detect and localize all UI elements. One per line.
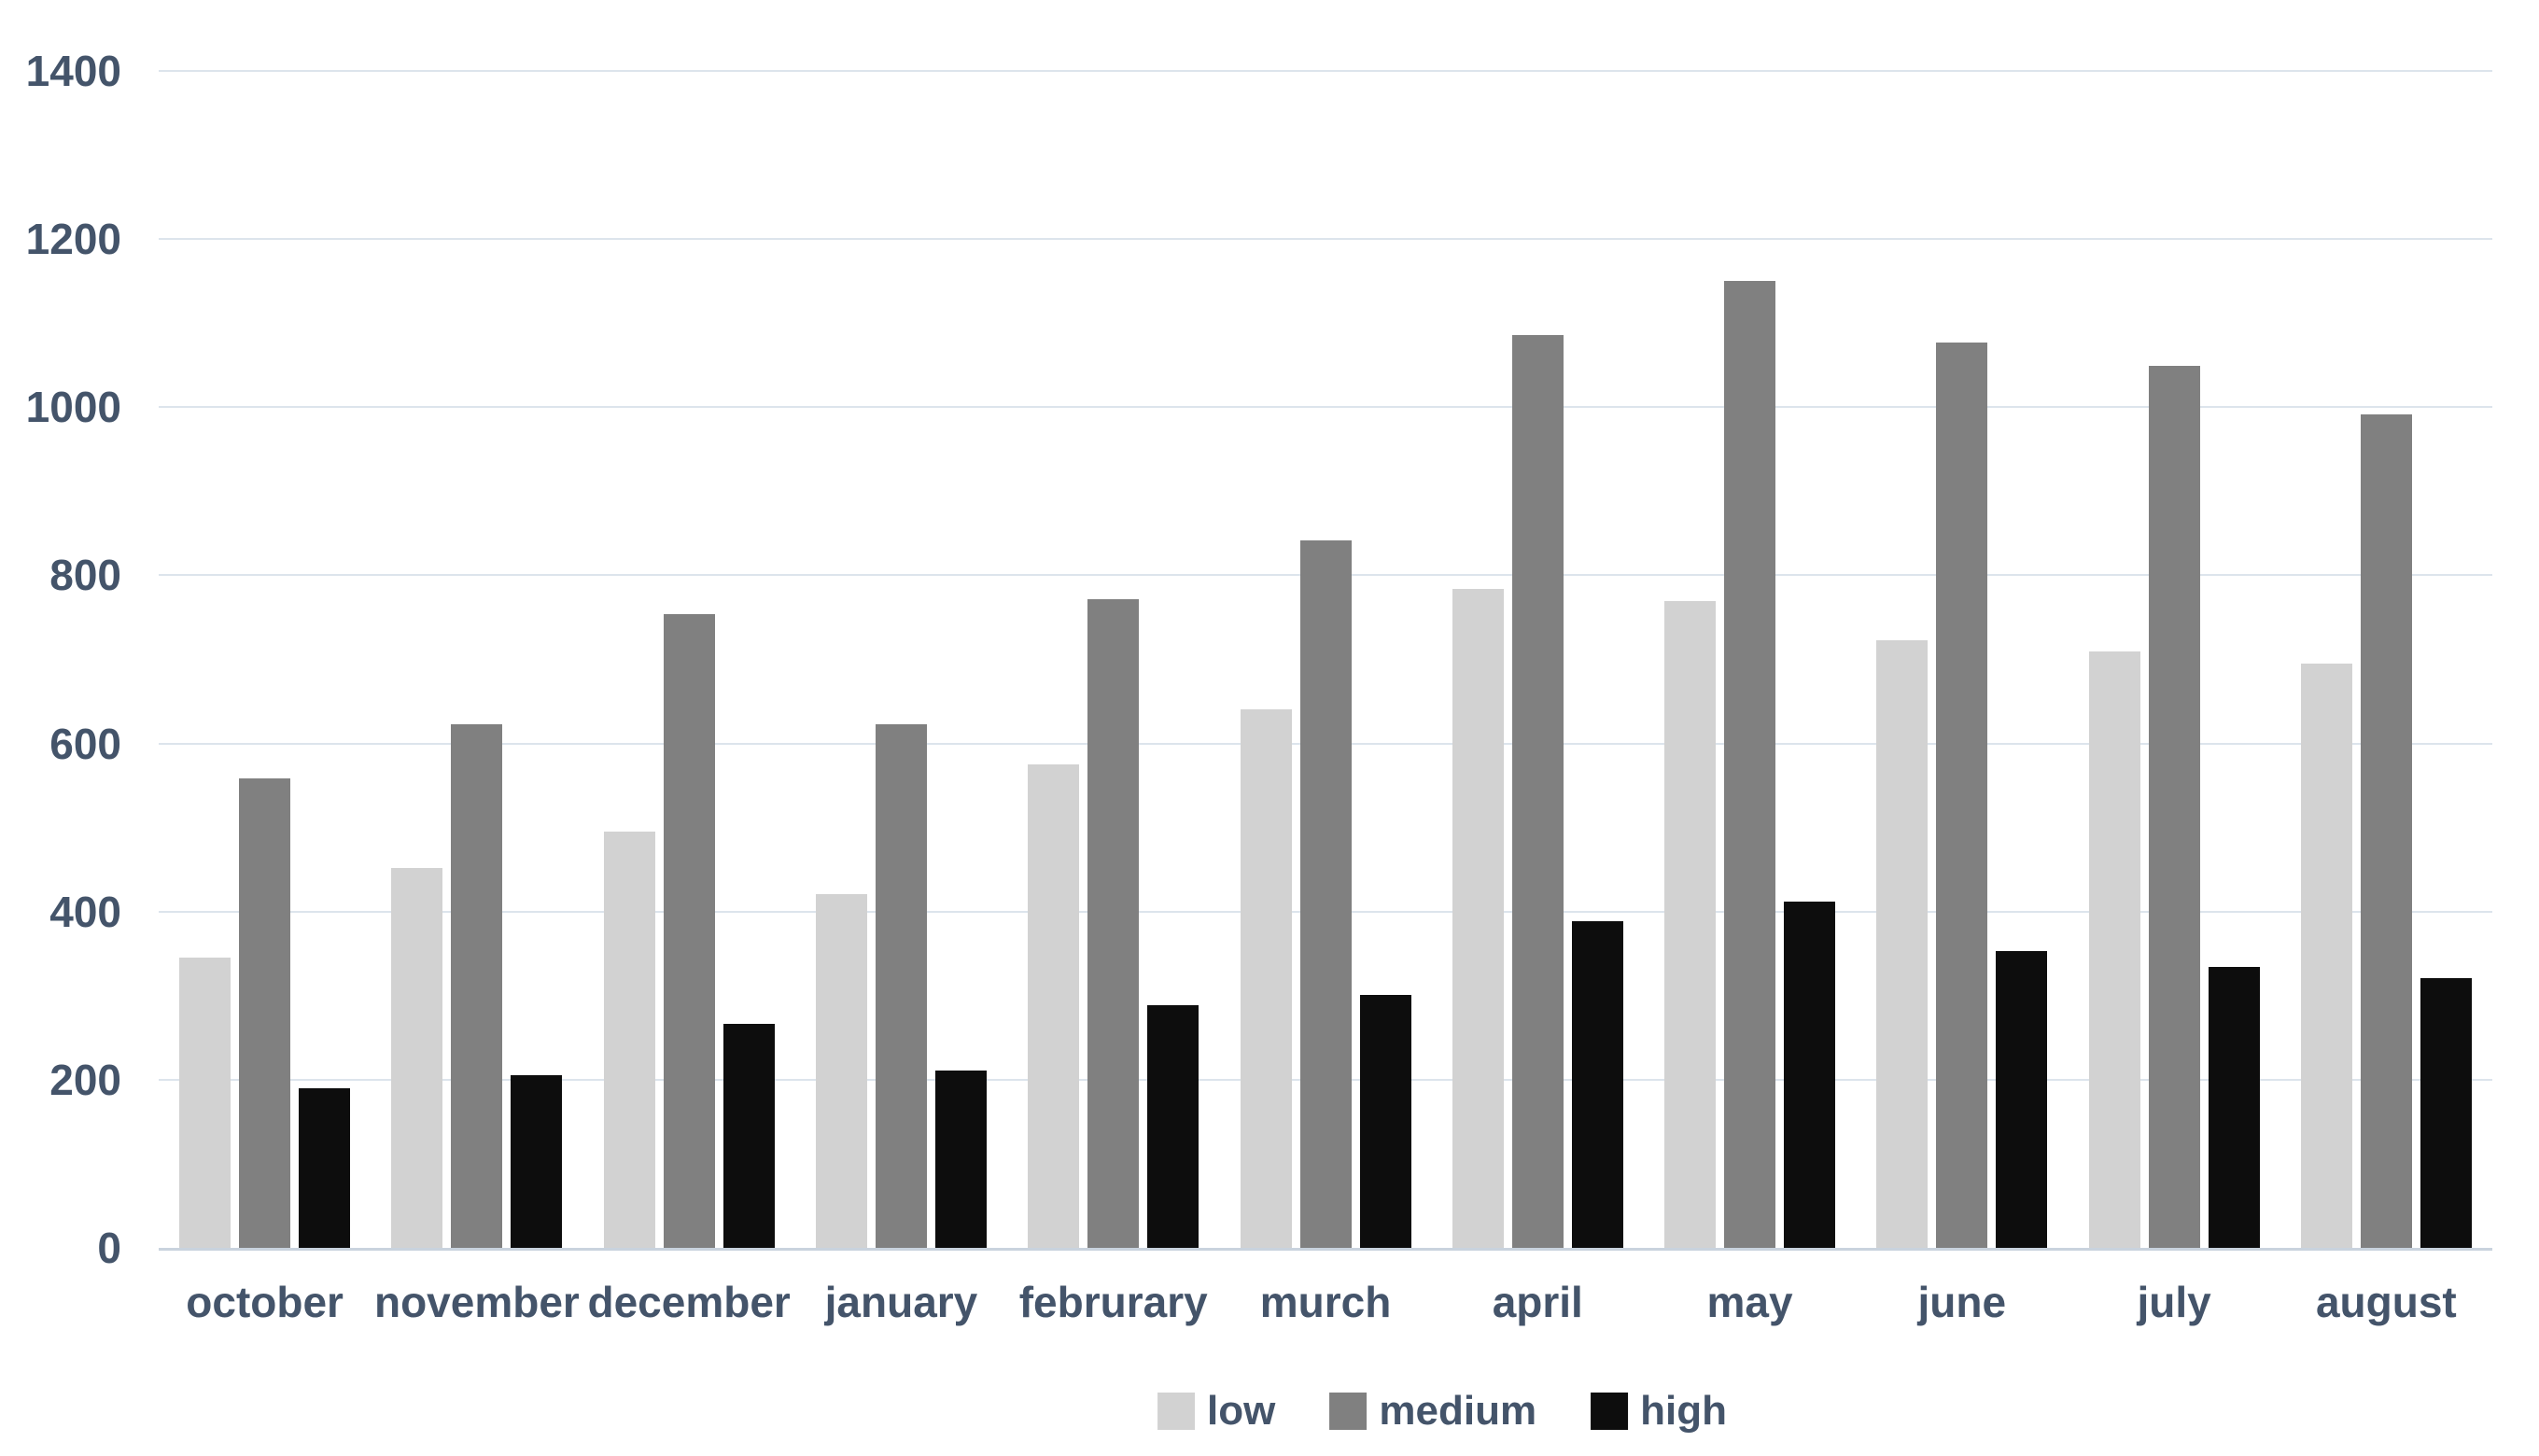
bar-low-january: [815, 893, 867, 1248]
bar-low-october: [179, 958, 231, 1248]
y-tick-label: 1200: [25, 215, 121, 264]
bar-medium-murch: [1299, 539, 1352, 1248]
bar-low-april: [1452, 588, 1504, 1248]
y-tick-label: 1400: [25, 47, 121, 95]
bar-high-may: [1784, 901, 1836, 1248]
bar-high-murch: [1359, 994, 1411, 1248]
legend-label: low: [1207, 1388, 1276, 1434]
bar-low-june: [1876, 639, 1929, 1248]
bar-medium-august: [2360, 414, 2412, 1248]
x-category-label: october: [186, 1278, 344, 1326]
bar-high-april: [1571, 920, 1623, 1248]
gridline: [159, 406, 2492, 409]
bar-low-july: [2088, 651, 2140, 1248]
bar-high-january: [934, 1070, 987, 1248]
bar-high-februrary: [1147, 1004, 1199, 1248]
bar-medium-februrary: [1087, 598, 1140, 1248]
y-tick-label: 0: [97, 1224, 121, 1272]
legend-swatch-medium: [1329, 1393, 1368, 1430]
bar-low-murch: [1240, 708, 1292, 1248]
y-tick-label: 200: [49, 1055, 121, 1104]
x-axis-labels: october november december january februrary m…: [0, 1277, 2539, 1342]
bar-low-december: [603, 832, 655, 1248]
y-tick-label: 800: [49, 551, 121, 600]
bar-low-november: [391, 867, 443, 1248]
bar-low-februrary: [1028, 764, 1080, 1248]
legend-item-medium: medium: [1329, 1391, 1536, 1432]
bar-medium-october: [239, 778, 291, 1248]
bar-high-july: [2208, 967, 2260, 1248]
plot-area: [159, 70, 2492, 1251]
x-category-label: december: [587, 1278, 791, 1326]
y-tick-label: 600: [49, 719, 121, 768]
bar-high-august: [2420, 977, 2472, 1248]
legend-label: high: [1640, 1388, 1727, 1434]
y-tick-label: 1000: [25, 383, 121, 432]
legend-label: medium: [1379, 1388, 1537, 1434]
bar-low-august: [2300, 664, 2352, 1248]
x-category-label: january: [824, 1278, 978, 1326]
x-category-label: june: [1917, 1278, 2007, 1326]
gridline: [159, 70, 2492, 72]
x-category-label: murch: [1259, 1278, 1392, 1326]
x-category-label: november: [373, 1278, 580, 1326]
x-category-label: may: [1706, 1278, 1793, 1326]
bar-high-june: [1996, 951, 2048, 1248]
bar-medium-january: [875, 723, 927, 1248]
bar-medium-december: [663, 613, 715, 1248]
legend-item-low: low: [1157, 1391, 1275, 1432]
x-category-label: februrary: [1018, 1278, 1208, 1326]
bar-medium-june: [1936, 342, 1988, 1248]
legend: low medium high: [1157, 1391, 1727, 1432]
x-category-label: july: [2137, 1278, 2211, 1326]
legend-item-high: high: [1591, 1391, 1727, 1432]
y-axis-labels: 0 200 400 600 800 1000 1200 1400: [0, 49, 121, 1269]
bar-medium-may: [1724, 281, 1776, 1248]
x-category-label: april: [1492, 1278, 1583, 1326]
gridline: [159, 238, 2492, 241]
y-tick-label: 400: [49, 887, 121, 936]
bar-high-december: [722, 1024, 775, 1248]
legend-swatch-low: [1157, 1393, 1196, 1430]
bar-high-november: [511, 1075, 563, 1248]
bar-low-may: [1664, 601, 1717, 1248]
x-category-label: august: [2315, 1278, 2457, 1326]
legend-swatch-high: [1591, 1393, 1629, 1430]
bar-high-october: [299, 1087, 351, 1248]
bar-medium-april: [1511, 334, 1564, 1248]
bar-medium-july: [2148, 366, 2200, 1248]
bar-medium-november: [451, 723, 503, 1248]
